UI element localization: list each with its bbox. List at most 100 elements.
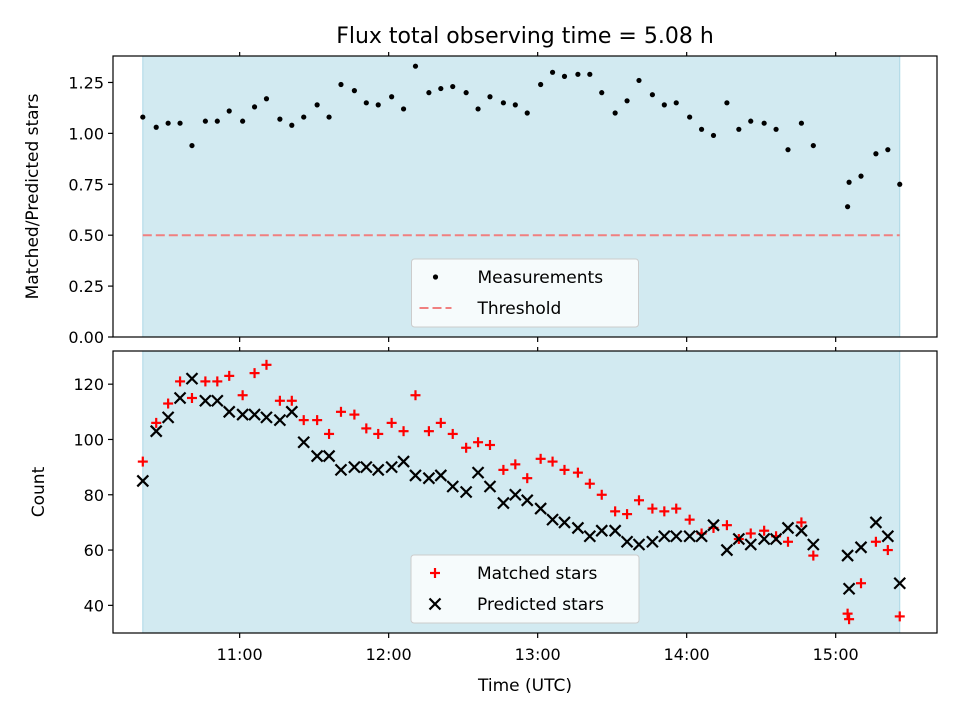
predicted-star-stroke-b <box>173 391 187 405</box>
matched-star-point <box>151 417 162 428</box>
matched-star-point <box>473 437 484 448</box>
measurement-point <box>438 85 444 92</box>
predicted-star-point <box>483 480 497 493</box>
measurement-point <box>389 94 395 100</box>
measurement-point <box>549 69 556 75</box>
x-tick-label: 13:00 <box>515 645 561 664</box>
predicted-star-stroke-b <box>854 541 868 554</box>
matched-star-point <box>274 395 285 406</box>
predicted-star-point <box>571 521 585 535</box>
predicted-star-stroke-b <box>732 532 746 546</box>
measurement-point <box>724 100 730 106</box>
matched-star-point <box>547 456 558 467</box>
measurement-point <box>844 204 851 210</box>
matched-star-point <box>721 520 732 531</box>
predicted-star-stroke-b <box>583 529 597 543</box>
measurement-point <box>897 181 903 187</box>
measurement-point <box>748 118 754 124</box>
predicted-star-point <box>620 535 634 549</box>
measurement-point <box>761 120 767 126</box>
measurement-point <box>500 100 506 106</box>
measurement-point <box>426 90 432 96</box>
predicted-star-point <box>260 411 273 424</box>
legend-label: Threshold <box>477 299 562 319</box>
predicted-star-point <box>632 538 646 551</box>
measurement-point <box>240 118 246 124</box>
measurement-point <box>301 114 307 120</box>
predicted-star-point <box>397 455 410 468</box>
matched-star-point <box>610 506 621 517</box>
measurement-point <box>885 147 891 153</box>
measurement-point <box>214 118 220 124</box>
y-tick-label: 0.25 <box>68 277 104 296</box>
predicted-star-stroke-b <box>446 480 460 493</box>
predicted-star-stroke-b <box>322 449 336 463</box>
measurement-point <box>314 102 320 108</box>
predicted-star-stroke-b <box>497 496 510 510</box>
predicted-star-point <box>720 543 734 557</box>
predicted-star-point <box>893 576 907 590</box>
matched-star-point <box>842 608 853 619</box>
bottom-panel: 40 60 80 100 120 11:00 12:00 13:00 14:00 15:00 Cou… <box>29 347 938 664</box>
predicted-star-stroke-b <box>546 513 559 526</box>
matched-star-point <box>435 417 446 428</box>
predicted-star-point <box>683 529 696 543</box>
predicted-star-stroke-b <box>310 449 324 463</box>
predicted-star-stroke-b <box>595 524 609 537</box>
predicted-star-stroke-b <box>236 408 249 421</box>
predicted-star-stroke-b <box>285 405 299 419</box>
measurement-point <box>289 122 295 128</box>
predicted-star-stroke-b <box>842 582 856 596</box>
measurement-point <box>710 132 717 139</box>
y-axis-label: Matched/Predicted stars <box>23 93 43 299</box>
matched-star-point <box>559 464 570 475</box>
predicted-star-stroke-b <box>807 538 820 551</box>
predicted-star-stroke-b <box>371 463 385 477</box>
predicted-star-point <box>149 424 163 438</box>
matched-star-point <box>261 359 272 370</box>
predicted-star-stroke-b <box>185 372 199 385</box>
measurement-point <box>649 92 655 98</box>
matched-star-point <box>844 614 855 625</box>
predicted-star-point <box>273 413 287 427</box>
x-tick-label: 15:00 <box>813 645 859 664</box>
predicted-star-stroke-b <box>658 529 671 543</box>
matched-star-point <box>175 376 186 387</box>
predicted-star-stroke-b <box>385 460 398 474</box>
predicted-star-point <box>608 524 622 537</box>
predicted-star-point <box>509 488 522 502</box>
y-tick-label: 60 <box>84 541 104 560</box>
measurement-point <box>612 110 618 116</box>
predicted-star-stroke-b <box>199 394 212 408</box>
matched-star-point <box>882 545 893 556</box>
predicted-star-point <box>334 463 348 477</box>
predicted-star-point <box>459 485 473 499</box>
legend-box <box>410 554 640 624</box>
predicted-star-point <box>371 463 385 477</box>
predicted-star-stroke-b <box>434 469 448 482</box>
legend: Matched stars Predicted stars <box>410 554 640 624</box>
measurement-point <box>798 120 805 126</box>
measurement-point <box>400 106 407 112</box>
predicted-star-stroke-b <box>136 474 150 488</box>
matched-star-point <box>312 415 323 426</box>
axes-frame <box>112 350 938 634</box>
predicted-star-point <box>546 513 559 526</box>
x-axis-label: Time (UTC) <box>477 676 572 696</box>
predicted-star-stroke-b <box>571 521 585 535</box>
predicted-star-stroke-b <box>769 532 783 546</box>
predicted-star-stroke-b <box>744 538 758 551</box>
measurement-point <box>189 142 195 149</box>
predicted-star-stroke-b <box>893 576 907 590</box>
predicted-star-stroke-b <box>669 529 683 543</box>
predicted-star-point <box>185 372 199 385</box>
legend-label: Measurements <box>478 268 604 288</box>
predicted-star-point <box>446 480 460 493</box>
matched-star-point <box>286 395 297 406</box>
predicted-star-stroke-b <box>409 469 422 482</box>
measurement-point <box>363 100 369 106</box>
predicted-star-point <box>236 408 249 421</box>
measurement-point <box>785 147 791 153</box>
predicted-star-point <box>497 496 510 510</box>
predicted-star-stroke-b <box>620 535 634 549</box>
